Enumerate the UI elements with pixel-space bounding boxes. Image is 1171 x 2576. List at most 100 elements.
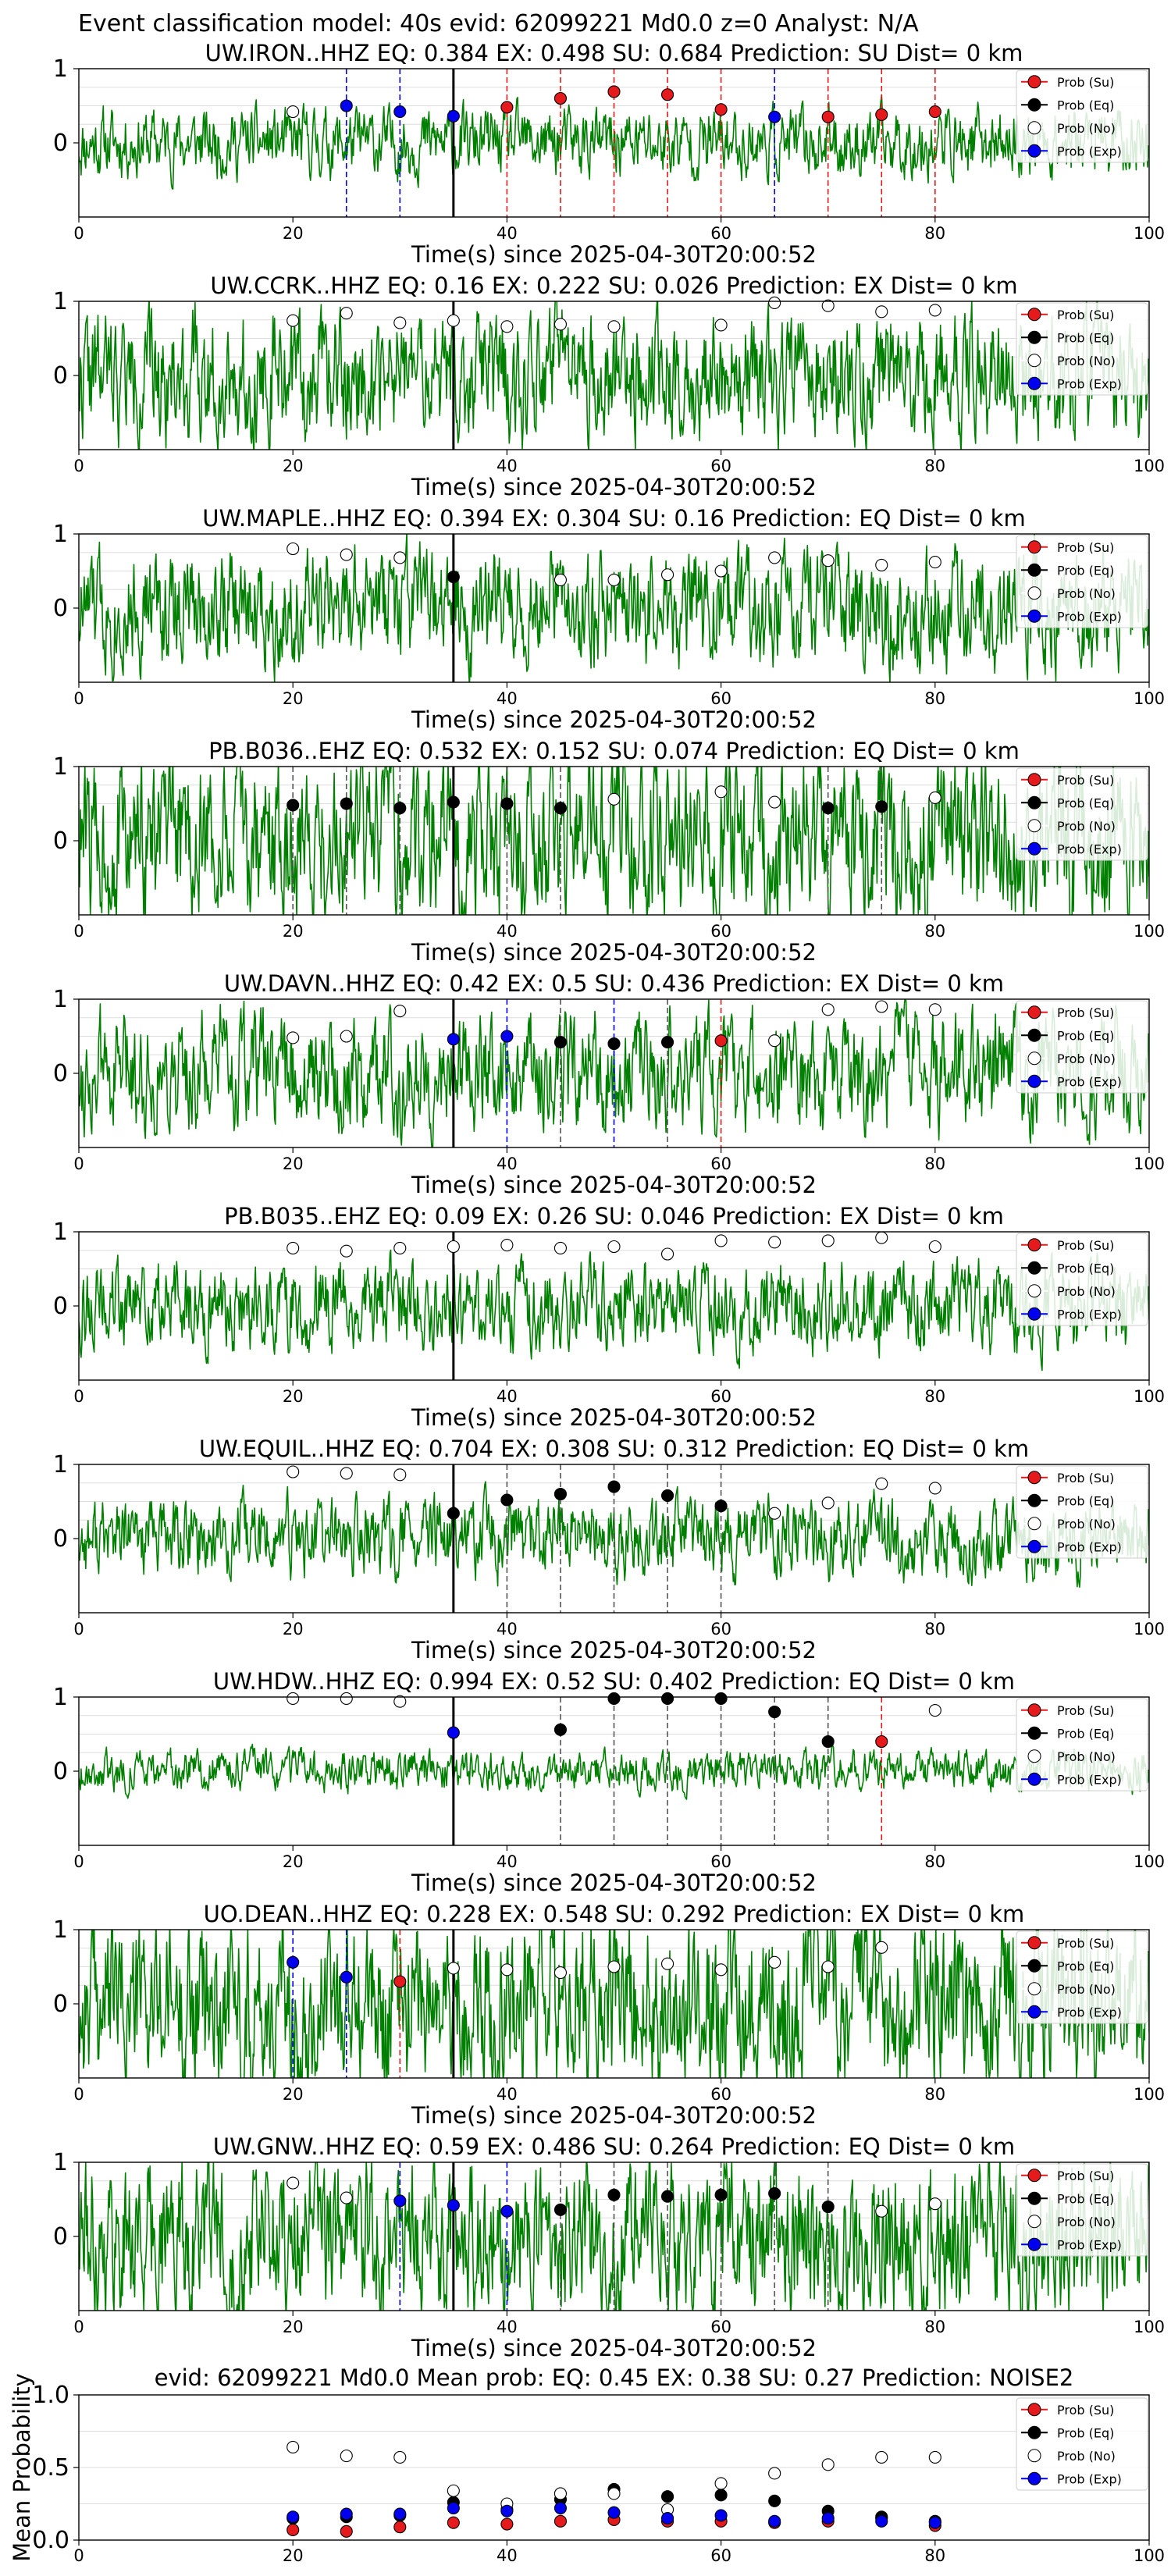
- y-tick-label: 1: [53, 521, 68, 548]
- legend-label-no: Prob (No): [1057, 586, 1116, 601]
- prob-marker-no: [287, 1465, 300, 1478]
- panel-title: PB.B036..EHZ EQ: 0.532 EX: 0.152 SU: 0.0…: [208, 738, 1020, 764]
- mean-prob-marker-su: [447, 2516, 460, 2529]
- prob-marker-no: [500, 1239, 514, 1252]
- prob-marker-no: [607, 1960, 621, 1973]
- prob-marker-exp: [500, 1030, 514, 1043]
- legend-label-exp: Prob (Exp): [1057, 2005, 1122, 2019]
- panel-title: UW.HDW..HHZ EQ: 0.994 EX: 0.52 SU: 0.402…: [213, 1668, 1015, 1695]
- legend-box: [1016, 1465, 1148, 1559]
- legend: Prob (Su) Prob (Eq) Prob (No) Prob (Exp): [1016, 1000, 1148, 1094]
- legend-label-eq: Prob (Eq): [1057, 563, 1114, 578]
- mean-prob-marker-exp: [393, 2507, 407, 2521]
- x-tick-label: 80: [924, 1852, 945, 1871]
- legend-label-exp: Prob (Exp): [1057, 609, 1122, 624]
- legend-label-no: Prob (No): [1057, 2215, 1116, 2229]
- x-tick-label: 100: [1134, 1155, 1165, 1173]
- prob-marker-no: [714, 318, 728, 332]
- x-tick-label: 100: [1134, 1852, 1165, 1871]
- x-tick-label: 20: [283, 1852, 304, 1871]
- x-tick-label: 80: [924, 1155, 945, 1173]
- legend-marker-no: [1027, 1051, 1041, 1066]
- legend-marker-su: [1027, 1471, 1041, 1485]
- prob-marker-no: [553, 1966, 568, 1980]
- prob-marker-no: [875, 305, 888, 318]
- y-tick-label: 1: [53, 2149, 68, 2176]
- legend-label-exp: Prob (Exp): [1057, 376, 1122, 391]
- x-axis-label: Time(s) since 2025-04-30T20:00:52: [411, 1404, 817, 1431]
- prob-marker-no: [928, 2197, 941, 2211]
- legend-marker-eq: [1027, 1493, 1041, 1507]
- x-tick-label: 40: [497, 2085, 518, 2104]
- legend-marker-exp: [1027, 841, 1041, 856]
- legend-label-eq: Prob (Eq): [1057, 1959, 1114, 1973]
- prob-marker-no: [500, 320, 514, 333]
- legend-marker-su: [1027, 773, 1041, 787]
- x-axis-label: Time(s) since 2025-04-30T20:00:52: [411, 1870, 817, 1896]
- legend-label-exp: Prob (Exp): [1057, 2471, 1122, 2486]
- legend: Prob (Su) Prob (Eq) Prob (No) Prob (Exp): [1016, 302, 1148, 396]
- mean-prob-marker-no: [340, 2450, 353, 2463]
- legend-marker-exp: [1027, 144, 1041, 158]
- x-tick-label: 0: [73, 1155, 84, 1173]
- x-tick-label: 40: [497, 224, 518, 243]
- x-tick-label: 60: [710, 2546, 731, 2565]
- prob-marker-no: [340, 2191, 353, 2204]
- prob-marker-eq: [768, 1705, 781, 1719]
- prob-marker-no: [340, 1030, 353, 1043]
- legend-box: [1016, 302, 1148, 396]
- x-tick-label: 80: [924, 2085, 945, 2104]
- x-tick-label: 60: [710, 1620, 731, 1638]
- legend-label-su: Prob (Su): [1057, 75, 1114, 90]
- prob-marker-eq: [660, 1692, 674, 1705]
- prob-marker-eq: [607, 1692, 621, 1705]
- mean-prob-marker-exp: [875, 2514, 888, 2528]
- prob-marker-no: [660, 568, 674, 582]
- prob-marker-no: [714, 785, 728, 799]
- legend-box: [1016, 1233, 1148, 1326]
- legend-marker-exp: [1027, 2005, 1041, 2019]
- mean-prob-marker-no: [875, 2450, 888, 2464]
- x-tick-label: 100: [1134, 1620, 1165, 1638]
- prob-marker-eq: [607, 2188, 621, 2201]
- x-tick-label: 0: [73, 1387, 84, 1406]
- y-tick-label: 0: [53, 2223, 68, 2250]
- prob-marker-no: [393, 1241, 407, 1254]
- prob-marker-no: [714, 1963, 728, 1976]
- legend-box: [1016, 69, 1148, 163]
- legend-marker-eq: [1027, 2191, 1041, 2205]
- prob-marker-no: [875, 1000, 888, 1013]
- prob-marker-exp: [500, 2204, 514, 2218]
- y-tick-label: 0: [53, 1293, 68, 1320]
- prob-marker-no: [875, 1941, 888, 1954]
- x-tick-label: 40: [497, 1155, 518, 1173]
- panel-title: UW.DAVN..HHZ EQ: 0.42 EX: 0.5 SU: 0.436 …: [224, 970, 1004, 997]
- figure-title: Event classification model: 40s evid: 62…: [78, 10, 919, 37]
- mean-prob-marker-no: [553, 2487, 568, 2500]
- prob-marker-eq: [660, 1489, 674, 1502]
- legend-marker-eq: [1027, 330, 1041, 344]
- x-tick-label: 40: [497, 1387, 518, 1406]
- mean-prob-marker-exp: [768, 2514, 781, 2528]
- x-tick-label: 20: [283, 689, 304, 708]
- y-axis-label: Mean Probability: [9, 2373, 35, 2562]
- x-tick-label: 100: [1134, 2546, 1165, 2565]
- prob-marker-no: [393, 1468, 407, 1482]
- prob-marker-exp: [340, 99, 353, 112]
- legend-marker-su: [1027, 540, 1041, 554]
- y-tick-label: 0: [53, 1758, 68, 1785]
- x-tick-label: 40: [497, 2318, 518, 2336]
- prob-marker-no: [447, 314, 460, 327]
- legend-label-su: Prob (Su): [1057, 773, 1114, 788]
- y-tick-label: 0: [53, 130, 68, 157]
- mean-prob-marker-exp: [553, 2502, 568, 2515]
- legend: Prob (Su) Prob (Eq) Prob (No) Prob (Exp): [1016, 1698, 1148, 1791]
- legend-marker-su: [1027, 1703, 1041, 1717]
- x-tick-label: 0: [73, 922, 84, 941]
- legend-label-su: Prob (Su): [1057, 308, 1114, 322]
- mean-prob-marker-exp: [660, 2512, 674, 2525]
- x-tick-label: 20: [283, 2085, 304, 2104]
- x-tick-label: 20: [283, 1620, 304, 1638]
- station-panel: UW.CCRK..HHZ EQ: 0.16 EX: 0.222 SU: 0.02…: [53, 272, 1165, 500]
- prob-marker-no: [928, 1482, 941, 1495]
